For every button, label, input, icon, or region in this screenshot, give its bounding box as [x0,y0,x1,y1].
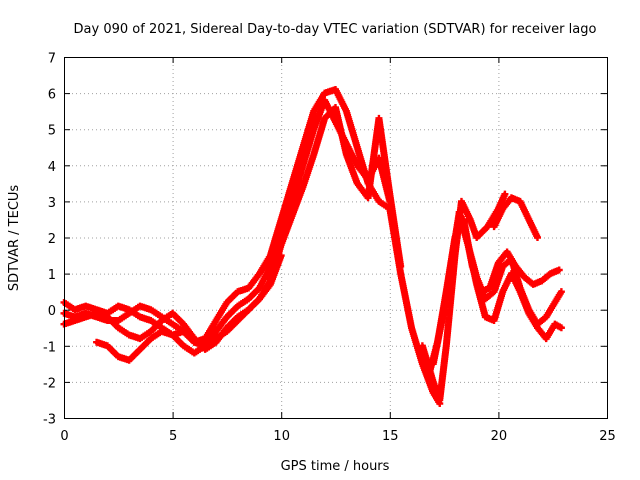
y-tick-label: -3 [43,413,56,428]
series-arc-8 [455,208,565,328]
y-tick-label: 0 [48,304,56,319]
series-arc-4 [93,252,285,364]
y-tick-label: 2 [48,232,56,247]
data-point [557,324,565,332]
x-tick-label: 20 [491,429,508,444]
y-tick-label: 5 [48,124,56,139]
data-point [555,266,563,274]
data-series [60,85,565,408]
y-axis-label: SDTVAR / TECUs [7,185,22,292]
series-arc-7 [429,208,565,368]
x-tick-label: 5 [169,429,177,444]
x-tick-label: 0 [60,429,68,444]
axis-ticks: 0 5 10 15 20 25 -3 -2 -1 0 1 2 3 4 5 6 7 [43,52,616,445]
y-tick-label: 3 [48,196,56,211]
chart-title: Day 090 of 2021, Sidereal Day-to-day VTE… [74,22,597,37]
data-point [557,288,565,296]
y-tick-label: 6 [48,88,56,103]
y-tick-label: 7 [48,52,56,67]
data-point [397,262,405,270]
data-point [533,234,541,241]
y-tick-label: -2 [43,376,56,391]
y-tick-label: 4 [48,160,56,175]
series-arc-9 [490,194,541,241]
x-axis-label: GPS time / hours [281,459,390,474]
x-tick-label: 10 [273,429,290,444]
y-tick-label: 1 [48,268,56,283]
data-point [277,252,285,260]
y-tick-label: -1 [43,340,56,355]
x-tick-label: 15 [382,429,399,444]
data-point [501,190,509,198]
x-tick-label: 25 [599,429,616,444]
